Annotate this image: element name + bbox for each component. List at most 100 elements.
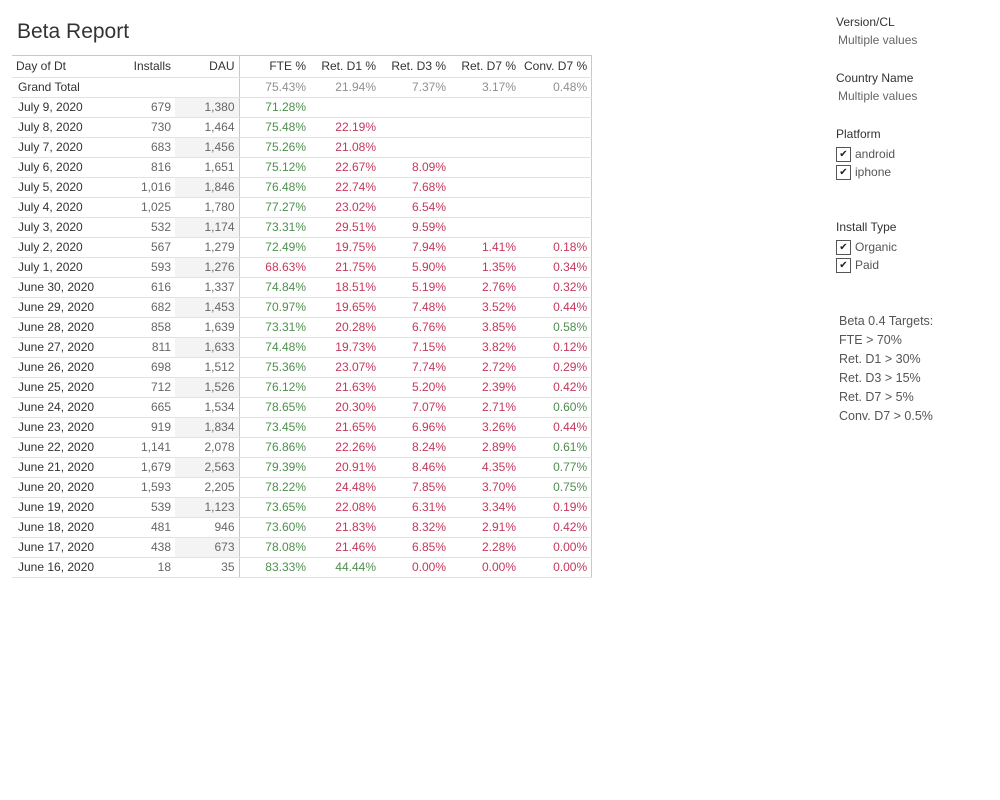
platform-option-iphone[interactable]: ✔ iphone — [836, 163, 895, 181]
target-conv-d7: Conv. D7 > 0.5% — [839, 409, 933, 423]
cell-fte: 75.26% — [238, 137, 310, 158]
cell-installs: 616 — [120, 277, 175, 298]
cell-ret-d1: 22.26% — [310, 437, 380, 458]
cell-fte: 75.12% — [238, 157, 310, 178]
country-filter[interactable]: Country Name Multiple values — [836, 71, 917, 103]
cell-ret-d7 — [450, 217, 520, 238]
cell-ret-d3: 5.90% — [380, 257, 450, 278]
table-row[interactable]: June 18, 2020 481 946 73.60% 21.83% 8.32% 2.91… — [12, 517, 593, 538]
cell-fte: 71.28% — [238, 97, 310, 118]
cell-ret-d7: 2.39% — [450, 377, 520, 398]
cell-installs: 1,679 — [120, 457, 175, 478]
table-row[interactable]: July 2, 2020 567 1,279 72.49% 19.75% 7.94% 1.4… — [12, 237, 593, 258]
cell-conv-d7: 0.58% — [520, 317, 593, 338]
cell-fte: 78.08% — [238, 537, 310, 558]
cell-ret-d7: 1.35% — [450, 257, 520, 278]
grand-total-fte: 75.43% — [238, 77, 310, 98]
cell-ret-d3: 5.20% — [380, 377, 450, 398]
cell-ret-d7: 2.71% — [450, 397, 520, 418]
table-row[interactable]: June 30, 2020 616 1,337 74.84% 18.51% 5.19% 2.… — [12, 277, 593, 298]
table-row[interactable]: June 24, 2020 665 1,534 78.65% 20.30% 7.07% 2.… — [12, 397, 593, 418]
table-row[interactable]: June 16, 2020 18 35 83.33% 44.44% 0.00% 0.00% 0… — [12, 557, 593, 578]
cell-ret-d1: 19.65% — [310, 297, 380, 318]
cell-installs: 679 — [120, 97, 175, 118]
cell-ret-d7: 4.35% — [450, 457, 520, 478]
cell-fte: 83.33% — [238, 557, 310, 578]
table-row[interactable]: July 7, 2020 683 1,456 75.26% 21.08% — [12, 137, 593, 158]
install-type-option-paid[interactable]: ✔ Paid — [836, 256, 897, 274]
cell-ret-d1: 21.46% — [310, 537, 380, 558]
grand-total-row[interactable]: Grand Total 75.43% 21.94% 7.37% 3.17% 0.… — [12, 77, 593, 98]
table-row[interactable]: June 17, 2020 438 673 78.08% 21.46% 6.85% 2.28… — [12, 537, 593, 558]
table-row[interactable]: June 21, 2020 1,679 2,563 79.39% 20.91% 8.46%… — [12, 457, 593, 478]
platform-option-label: iphone — [855, 165, 892, 179]
cell-ret-d7: 2.72% — [450, 357, 520, 378]
column-header-dau[interactable]: DAU — [175, 55, 239, 78]
table-row[interactable]: July 3, 2020 532 1,174 73.31% 29.51% 9.59% — [12, 217, 593, 238]
cell-ret-d3: 7.68% — [380, 177, 450, 198]
cell-fte: 73.31% — [238, 217, 310, 238]
table-row[interactable]: July 6, 2020 816 1,651 75.12% 22.67% 8.09% — [12, 157, 593, 178]
beta-targets-text: Beta 0.4 Targets: FTE > 70% Ret. D1 > 30… — [839, 312, 933, 426]
cell-ret-d3 — [380, 137, 450, 158]
grand-total-conv-d7: 0.48% — [520, 77, 593, 98]
column-header-ret-d1[interactable]: Ret. D1 % — [310, 55, 380, 78]
cell-ret-d1: 21.08% — [310, 137, 380, 158]
cell-dau: 2,078 — [175, 437, 239, 458]
cell-ret-d3 — [380, 97, 450, 118]
checkbox-checked-icon[interactable]: ✔ — [836, 257, 851, 273]
platform-option-android[interactable]: ✔ android — [836, 145, 895, 163]
install-type-option-organic[interactable]: ✔ Organic — [836, 238, 897, 256]
table-row[interactable]: June 19, 2020 539 1,123 73.65% 22.08% 6.31% 3.… — [12, 497, 593, 518]
cell-dau: 1,633 — [175, 337, 239, 358]
column-header-ret-d7[interactable]: Ret. D7 % — [450, 55, 520, 78]
cell-day: June 24, 2020 — [12, 397, 120, 418]
checkbox-checked-icon[interactable]: ✔ — [836, 239, 851, 255]
cell-conv-d7 — [520, 97, 593, 118]
table-row[interactable]: June 29, 2020 682 1,453 70.97% 19.65% 7.48% 3.… — [12, 297, 593, 318]
version-filter[interactable]: Version/CL Multiple values — [836, 15, 917, 47]
column-header-fte[interactable]: FTE % — [238, 55, 310, 78]
table-row[interactable]: June 28, 2020 858 1,639 73.31% 20.28% 6.76% 3.… — [12, 317, 593, 338]
table-row[interactable]: July 8, 2020 730 1,464 75.48% 22.19% — [12, 117, 593, 138]
cell-installs: 683 — [120, 137, 175, 158]
checkbox-checked-icon[interactable]: ✔ — [836, 164, 851, 180]
table-row[interactable]: June 25, 2020 712 1,526 76.12% 21.63% 5.20% 2.… — [12, 377, 593, 398]
checkbox-checked-icon[interactable]: ✔ — [836, 146, 851, 162]
cell-day: June 16, 2020 — [12, 557, 120, 578]
column-header-ret-d3[interactable]: Ret. D3 % — [380, 55, 450, 78]
table-row[interactable]: June 20, 2020 1,593 2,205 78.22% 24.48% 7.85%… — [12, 477, 593, 498]
country-filter-value[interactable]: Multiple values — [838, 89, 918, 103]
cell-ret-d1: 23.02% — [310, 197, 380, 218]
column-header-day[interactable]: Day of Dt — [12, 55, 120, 78]
cell-fte: 68.63% — [238, 257, 310, 278]
cell-installs: 532 — [120, 217, 175, 238]
table-row[interactable]: July 4, 2020 1,025 1,780 77.27% 23.02% 6.54% — [12, 197, 593, 218]
cell-conv-d7 — [520, 157, 593, 178]
cell-ret-d3: 8.46% — [380, 457, 450, 478]
platform-filter: Platform ✔ android ✔ iphone — [836, 127, 895, 181]
table-row[interactable]: July 5, 2020 1,016 1,846 76.48% 22.74% 7.68% — [12, 177, 593, 198]
table-row[interactable]: June 27, 2020 811 1,633 74.48% 19.73% 7.15% 3.… — [12, 337, 593, 358]
version-filter-value[interactable]: Multiple values — [838, 33, 918, 47]
cell-ret-d1: 19.73% — [310, 337, 380, 358]
cell-dau: 1,276 — [175, 257, 239, 278]
cell-day: June 21, 2020 — [12, 457, 120, 478]
cell-dau: 1,464 — [175, 117, 239, 138]
cell-ret-d3: 7.85% — [380, 477, 450, 498]
cell-conv-d7 — [520, 217, 593, 238]
cell-dau: 2,205 — [175, 477, 239, 498]
table-row[interactable]: July 1, 2020 593 1,276 68.63% 21.75% 5.90% 1.3… — [12, 257, 593, 278]
table-row[interactable]: June 26, 2020 698 1,512 75.36% 23.07% 7.74% 2.… — [12, 357, 593, 378]
cell-ret-d3: 8.09% — [380, 157, 450, 178]
table-row[interactable]: July 9, 2020 679 1,380 71.28% — [12, 97, 593, 118]
cell-day: June 29, 2020 — [12, 297, 120, 318]
cell-conv-d7: 0.19% — [520, 497, 593, 518]
cell-ret-d7: 2.76% — [450, 277, 520, 298]
cell-ret-d3: 0.00% — [380, 557, 450, 578]
column-header-installs[interactable]: Installs — [120, 55, 175, 78]
cell-ret-d7: 2.91% — [450, 517, 520, 538]
table-row[interactable]: June 22, 2020 1,141 2,078 76.86% 22.26% 8.24%… — [12, 437, 593, 458]
column-header-conv-d7[interactable]: Conv. D7 % — [520, 55, 593, 78]
table-row[interactable]: June 23, 2020 919 1,834 73.45% 21.65% 6.96% 3.… — [12, 417, 593, 438]
